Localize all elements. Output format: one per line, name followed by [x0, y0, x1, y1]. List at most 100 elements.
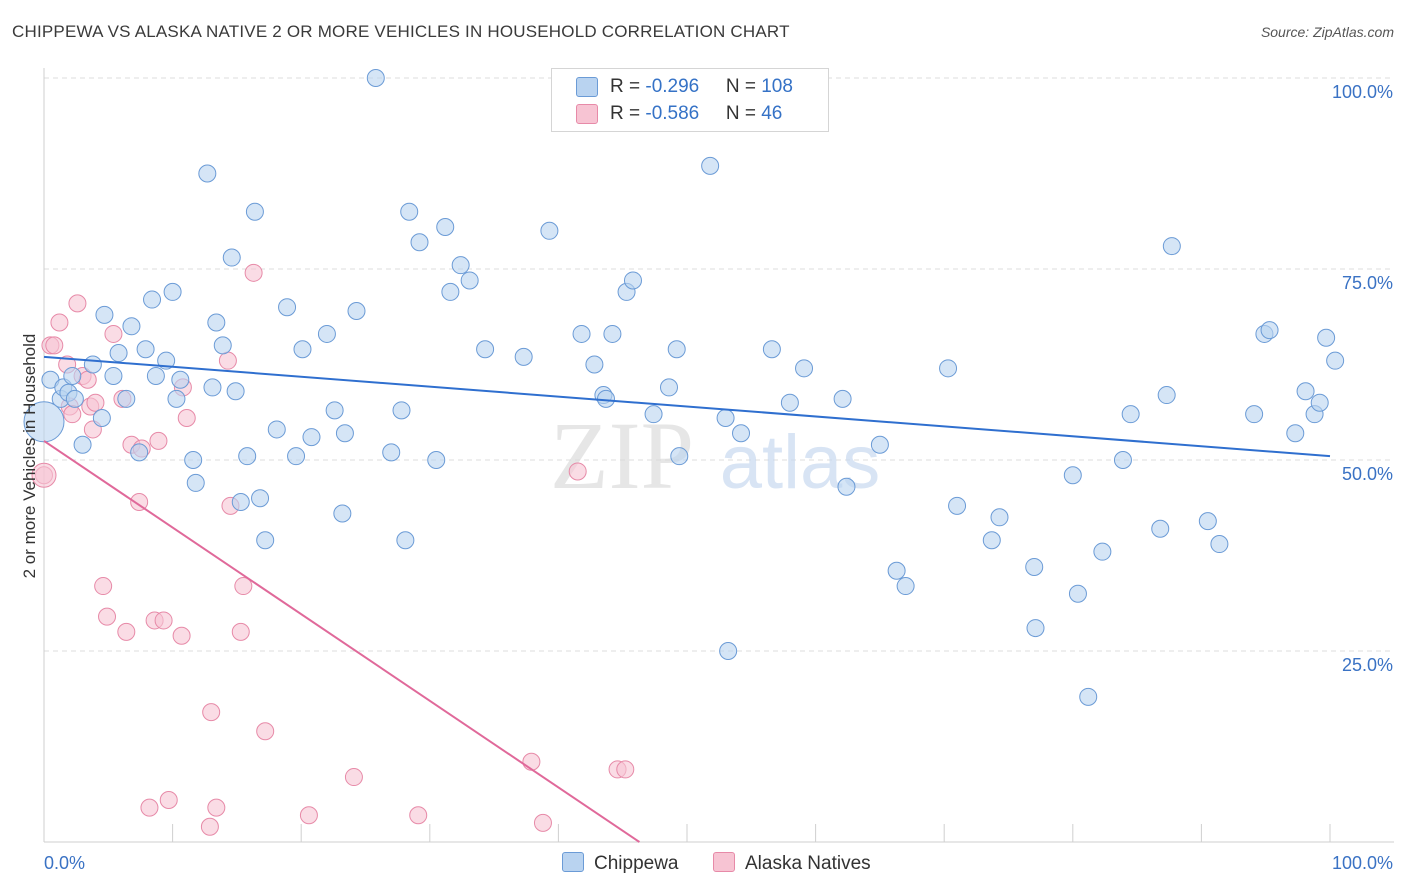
alaska-point — [172, 626, 191, 645]
chippewa-point — [1026, 619, 1045, 638]
chippewa-point — [659, 378, 678, 397]
chart-title: CHIPPEWA VS ALASKA NATIVE 2 OR MORE VEHI… — [12, 22, 790, 41]
chippewa-point — [762, 340, 781, 359]
bottom-legend-label: Chippewa — [594, 853, 679, 874]
alaska-swatch — [713, 852, 735, 872]
chippewa-point — [392, 401, 411, 420]
chippewa-point — [990, 508, 1009, 527]
chippewa-point — [1025, 557, 1044, 576]
chippewa-point — [451, 256, 470, 275]
chippewa-point — [644, 405, 663, 424]
alaska-point — [409, 806, 428, 825]
chippewa-point — [104, 366, 123, 385]
alaska-trend-line — [43, 440, 640, 843]
chippewa-point — [347, 302, 366, 321]
chippewa-point — [982, 531, 1001, 550]
chippewa-point — [184, 451, 203, 469]
chippewa-point — [410, 233, 429, 252]
legend-n-label: N = — [725, 103, 762, 124]
chippewa-point — [667, 340, 686, 359]
legend-r-value: -0.586 — [645, 103, 700, 124]
chippewa-point — [400, 202, 419, 221]
bottom-legend-label: Alaska Natives — [745, 853, 871, 874]
legend-n-value: 46 — [761, 103, 783, 124]
chippewa-points — [23, 69, 1345, 706]
chippewa-swatch — [562, 852, 584, 872]
chippewa-point — [514, 347, 533, 366]
trend-lines — [43, 355, 1331, 843]
chippewa-point — [222, 248, 241, 267]
x-tick-label: 100.0% — [1332, 853, 1393, 873]
bottom-legend-chippewa: Chippewa — [562, 852, 679, 876]
chippewa-point — [732, 424, 751, 443]
alaska-point — [344, 768, 363, 787]
chippewa-point — [130, 443, 149, 462]
chippewa-point — [396, 531, 415, 550]
alaska-point — [86, 393, 105, 412]
axes — [43, 68, 1394, 843]
chippewa-point — [1113, 451, 1132, 469]
chippewa-point — [245, 202, 264, 221]
chippewa-point — [1317, 328, 1336, 347]
alaska-point — [154, 611, 173, 630]
chippewa-point — [203, 378, 222, 397]
alaska-point — [207, 798, 226, 817]
alaska-point — [140, 798, 159, 817]
chippewa-point — [92, 408, 111, 427]
tick-labels: 100.0% 75.0% 50.0% 25.0% 0.0% 100.0% — [44, 82, 1393, 873]
alaska-point — [256, 722, 275, 741]
chippewa-point — [460, 271, 479, 290]
alaska-point — [68, 294, 87, 313]
chippewa-point — [325, 401, 344, 420]
chippewa-point — [603, 324, 622, 343]
chippewa-point — [1151, 519, 1170, 538]
chippewa-point — [65, 389, 84, 408]
chippewa-point — [231, 493, 250, 512]
chippewa-point — [317, 324, 336, 343]
chippewa-point — [143, 290, 162, 309]
chippewa-point — [441, 282, 460, 301]
alaska-point — [533, 813, 552, 832]
alaska-point — [159, 790, 178, 809]
chippewa-point — [540, 221, 559, 240]
chippewa-point — [73, 435, 92, 454]
chippewa-point — [623, 271, 642, 290]
chippewa-point — [1326, 351, 1345, 370]
alaska-point — [104, 324, 123, 343]
chippewa-point — [719, 642, 738, 660]
chippewa-point — [1068, 584, 1087, 603]
alaska-point — [200, 817, 219, 836]
alaska-point — [218, 351, 237, 370]
watermark-zip: ZIP — [550, 402, 694, 509]
chippewa-point — [837, 477, 856, 496]
chippewa-point — [1093, 542, 1112, 561]
chippewa-point — [251, 489, 270, 508]
alaska-point — [130, 493, 149, 512]
gridlines — [44, 77, 1394, 652]
alaska-point — [50, 313, 69, 332]
chippewa-point — [302, 428, 321, 447]
alaska-point — [149, 431, 168, 450]
legend-r-value: -0.296 — [645, 76, 700, 97]
chippewa-point — [436, 217, 455, 236]
chippewa-point — [1079, 687, 1098, 706]
alaska-point — [231, 622, 250, 641]
chippewa-point — [207, 313, 226, 332]
alaska-point — [234, 577, 253, 596]
chippewa-point — [1245, 405, 1264, 424]
chippewa-point — [293, 340, 312, 359]
chippewa-point — [1260, 321, 1279, 340]
alaska-point — [522, 752, 541, 771]
alaska-point — [94, 577, 113, 596]
chippewa-point — [335, 424, 354, 443]
y-tick-label: 50.0% — [1342, 464, 1393, 484]
chippewa-point — [1310, 393, 1329, 412]
source-credit: Source: ZipAtlas.com — [1260, 24, 1394, 40]
chippewa-point — [795, 359, 814, 378]
alaska-swatch — [576, 104, 598, 124]
chippewa-point — [95, 305, 114, 324]
chippewa-point — [572, 324, 591, 343]
chippewa-point — [670, 447, 689, 466]
chippewa-point — [870, 435, 889, 454]
